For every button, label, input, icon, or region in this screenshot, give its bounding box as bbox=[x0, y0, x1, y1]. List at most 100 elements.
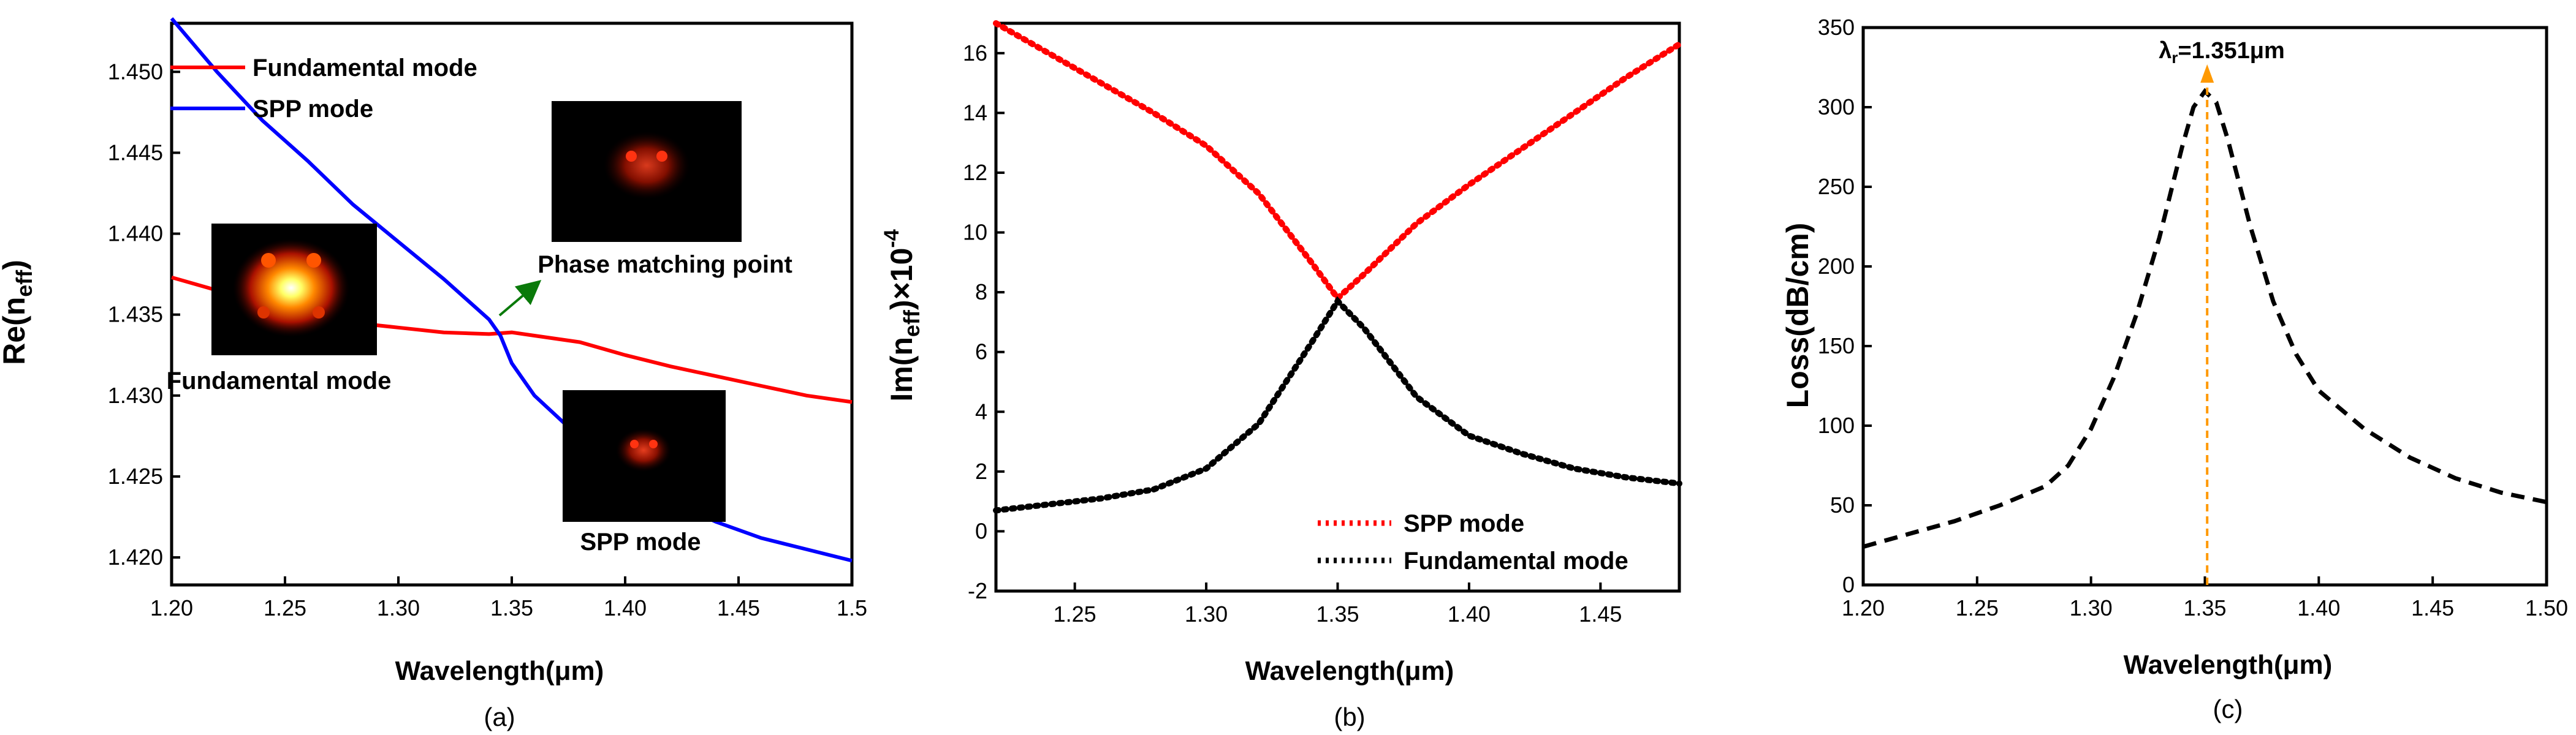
x-tick-label-a: 1.35 bbox=[490, 595, 533, 620]
data-point-b bbox=[1416, 396, 1417, 397]
y-tick-label-c: 350 bbox=[1818, 15, 1855, 40]
x-tick-label-c: 1.50 bbox=[2525, 595, 2568, 620]
x-axis-label-b: Wavelength(μm) bbox=[1245, 656, 1454, 686]
series-b-spp-mode bbox=[993, 20, 1682, 303]
data-point-c bbox=[1954, 521, 1955, 522]
x-tick-label-c: 1.20 bbox=[1842, 595, 1885, 620]
spp-mode-field-upper-inset bbox=[552, 101, 742, 242]
y-tick-label-a: 1.440 bbox=[108, 221, 163, 246]
data-point-c bbox=[2296, 354, 2297, 355]
spp-mode-field-lower-inset bbox=[563, 390, 726, 522]
data-point-b bbox=[1679, 44, 1680, 45]
legend-a-spp: SPP mode bbox=[253, 96, 373, 123]
x-axis-label-c: Wavelength(μm) bbox=[2124, 650, 2333, 680]
y-axis-label-b: Im(neff)×10-4 bbox=[880, 229, 924, 401]
x-tick-label-c: 1.45 bbox=[2411, 595, 2454, 620]
data-point-c bbox=[2182, 147, 2183, 148]
legend-b-spp: SPP mode bbox=[1404, 510, 1524, 537]
data-point-b bbox=[1311, 343, 1312, 344]
data-point-a bbox=[353, 204, 354, 205]
panel-a: Re(neff) Wavelength(μm) (a) 1.20 1.25 1.30… bbox=[0, 17, 867, 731]
x-tick-label-c: 1.40 bbox=[2297, 595, 2340, 620]
data-point-b bbox=[1206, 468, 1207, 469]
legend-a-fundamental: Fundamental mode bbox=[253, 55, 477, 81]
data-point-b bbox=[1574, 468, 1575, 469]
phase-matching-label: Phase matching point bbox=[538, 251, 792, 278]
fundamental-mode-label: Fundamental mode bbox=[167, 368, 392, 394]
series-a-spp-mode bbox=[170, 17, 853, 563]
y-tick-label-b: 10 bbox=[963, 220, 987, 245]
data-point-a bbox=[534, 395, 535, 396]
x-tick-label-a: 1.45 bbox=[717, 595, 760, 620]
data-point-c bbox=[1863, 546, 1864, 547]
data-point-b bbox=[1416, 223, 1417, 224]
y-tick-label-b: 4 bbox=[975, 399, 987, 424]
x-tick-label-c: 1.30 bbox=[2070, 595, 2113, 620]
y-tick-label-c: 300 bbox=[1818, 94, 1855, 119]
panel-c: Loss(dB/cm) Wavelength(μm) (c) λr=1.351μ… bbox=[1780, 15, 2568, 723]
y-tick-label-a: 1.430 bbox=[108, 383, 163, 408]
y-tick-label-a: 1.425 bbox=[108, 464, 163, 489]
data-point-a bbox=[852, 560, 853, 561]
x-tick-label-b: 1.45 bbox=[1579, 601, 1622, 627]
y-tick-label-b: -2 bbox=[968, 578, 987, 603]
data-point-b bbox=[1521, 453, 1522, 454]
data-point-a bbox=[398, 327, 399, 328]
y-tick-label-b: 2 bbox=[975, 459, 987, 484]
data-point-c bbox=[2193, 107, 2194, 108]
plot-frame-c bbox=[1861, 26, 2548, 587]
x-tick-label-b: 1.25 bbox=[1054, 601, 1096, 627]
data-point-a bbox=[398, 241, 399, 242]
resonance-wavelength-label: λr=1.351μm bbox=[2159, 38, 2285, 67]
resonance-marker-arrowhead bbox=[2200, 64, 2214, 83]
y-tick-label-c: 100 bbox=[1818, 413, 1855, 438]
y-axis-label-a: Re(neff) bbox=[0, 260, 37, 365]
x-tick-label-c: 1.35 bbox=[2183, 595, 2226, 620]
y-tick-label-b: 0 bbox=[975, 518, 987, 543]
x-axis-label-a: Wavelength(μm) bbox=[395, 656, 604, 686]
data-point-b bbox=[996, 510, 997, 511]
data-point-a bbox=[761, 385, 762, 386]
y-tick-label-a: 1.445 bbox=[108, 140, 163, 165]
phase-matching-arrow bbox=[498, 280, 542, 317]
panel-b: Im(neff)×10-4 Wavelength(μm) (b) 1.25 1.3… bbox=[880, 20, 1682, 731]
y-axis-label-c: Loss(dB/cm) bbox=[1780, 223, 1815, 409]
x-tick-label-a: 1.5 bbox=[837, 595, 867, 620]
y-tick-label-c: 200 bbox=[1818, 254, 1855, 279]
legend-b: SPP mode Fundamental mode bbox=[1318, 510, 1628, 575]
x-tick-label-a: 1.25 bbox=[264, 595, 306, 620]
legend-b-fundamental: Fundamental mode bbox=[1404, 548, 1628, 575]
x-tick-label-b: 1.30 bbox=[1185, 601, 1228, 627]
data-point-c bbox=[2113, 378, 2114, 379]
series-c-loss bbox=[1863, 88, 2547, 549]
y-tick-label-b: 6 bbox=[975, 339, 987, 364]
x-tick-label-a: 1.30 bbox=[377, 595, 420, 620]
caption-c: (c) bbox=[2213, 695, 2243, 723]
y-tick-label-c: 50 bbox=[1830, 492, 1855, 518]
data-point-b bbox=[1311, 262, 1312, 263]
series-b-fundamental-mode bbox=[993, 296, 1682, 514]
data-point-b bbox=[1048, 504, 1049, 505]
data-point-a bbox=[489, 319, 490, 320]
data-point-b bbox=[1258, 423, 1259, 424]
data-point-b bbox=[1521, 148, 1522, 149]
data-point-b bbox=[996, 23, 997, 24]
data-point-c bbox=[2227, 139, 2228, 140]
spp-mode-label: SPP mode bbox=[580, 529, 701, 556]
legend-a: Fundamental mode SPP mode bbox=[170, 55, 477, 123]
data-point-b bbox=[1679, 483, 1680, 484]
x-tick-label-b: 1.40 bbox=[1448, 601, 1491, 627]
y-tick-label-a: 1.450 bbox=[108, 59, 163, 84]
x-tick-label-c: 1.25 bbox=[1956, 595, 1999, 620]
data-point-c bbox=[2273, 301, 2274, 302]
y-tick-label-c: 150 bbox=[1818, 333, 1855, 358]
data-point-b bbox=[1468, 435, 1469, 436]
x-tick-label-a: 1.40 bbox=[604, 595, 647, 620]
fundamental-mode-field-inset bbox=[211, 224, 377, 355]
y-tick-label-b: 16 bbox=[963, 40, 987, 66]
y-tick-label-b: 14 bbox=[963, 100, 987, 125]
data-point-b bbox=[1468, 184, 1469, 185]
x-tick-label-b: 1.35 bbox=[1316, 601, 1359, 627]
y-tick-label-b: 12 bbox=[963, 160, 987, 185]
